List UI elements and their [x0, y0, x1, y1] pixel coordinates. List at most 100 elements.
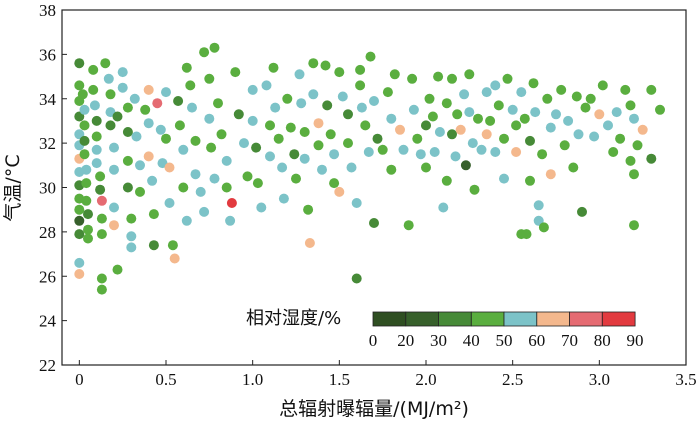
data-point — [100, 58, 111, 69]
data-point — [329, 149, 340, 160]
data-point — [464, 69, 475, 80]
y-tick-label: 28 — [39, 223, 56, 242]
legend-label: 50 — [496, 331, 513, 350]
data-point — [386, 164, 397, 175]
data-point — [499, 133, 509, 144]
data-point — [511, 147, 522, 157]
data-point — [190, 135, 201, 146]
data-point — [577, 206, 587, 217]
data-point — [542, 93, 553, 104]
x-tick-label: 1.5 — [329, 370, 350, 389]
data-point — [91, 144, 102, 155]
data-point — [629, 169, 639, 180]
legend-title: 相对湿度/% — [246, 308, 341, 329]
data-point — [117, 82, 128, 93]
data-point — [77, 89, 88, 100]
data-point — [469, 184, 480, 195]
data-point — [377, 144, 388, 155]
data-point — [632, 140, 643, 151]
data-point — [213, 98, 223, 109]
data-point — [225, 215, 236, 226]
data-point — [356, 102, 367, 113]
data-point — [143, 84, 154, 95]
data-point — [408, 104, 419, 115]
data-point — [251, 142, 262, 153]
data-point — [421, 120, 431, 131]
legend-label: 0 — [369, 331, 378, 350]
data-point — [597, 80, 608, 91]
data-point — [594, 109, 605, 120]
data-point — [294, 69, 305, 80]
data-point — [282, 93, 293, 104]
legend-swatch — [405, 311, 439, 327]
data-point — [187, 102, 197, 113]
data-point — [79, 104, 90, 115]
data-point — [109, 164, 119, 175]
data-point — [190, 169, 201, 180]
data-point — [355, 64, 366, 75]
data-point — [96, 213, 107, 224]
data-point — [199, 47, 210, 58]
data-point — [464, 107, 475, 118]
data-point — [122, 182, 133, 193]
data-point — [308, 89, 319, 100]
data-point — [334, 67, 345, 78]
data-point — [181, 215, 192, 226]
data-point — [303, 204, 314, 215]
data-point — [247, 115, 258, 126]
data-point — [304, 238, 315, 248]
data-point — [79, 149, 90, 160]
data-point — [343, 138, 353, 149]
data-point — [424, 93, 435, 104]
data-point — [516, 87, 527, 98]
data-point — [313, 140, 324, 151]
data-point — [209, 173, 220, 184]
data-point — [252, 178, 263, 189]
data-point — [152, 98, 163, 109]
data-point — [299, 127, 310, 137]
legend-swatch — [536, 311, 570, 327]
data-point — [81, 178, 92, 189]
data-point — [247, 84, 258, 95]
legend-label: 20 — [397, 331, 414, 350]
data-point — [585, 93, 596, 104]
y-tick-label: 32 — [39, 134, 56, 153]
data-point — [209, 42, 220, 53]
x-tick-label: 0.5 — [155, 370, 176, 389]
y-tick-label: 26 — [39, 267, 56, 286]
data-point — [407, 73, 418, 84]
data-point — [105, 89, 116, 100]
data-point — [242, 171, 253, 182]
data-point — [556, 84, 567, 95]
data-point — [299, 153, 310, 164]
data-point — [351, 198, 362, 208]
data-point — [530, 107, 541, 118]
data-point — [221, 182, 232, 193]
data-point — [620, 84, 631, 95]
x-tick-label: 2.0 — [415, 370, 436, 389]
data-point — [545, 122, 556, 133]
legend-swatch — [569, 311, 603, 327]
legend-label: 40 — [463, 331, 480, 350]
x-tick-label: 2.5 — [502, 370, 523, 389]
data-point — [386, 113, 397, 124]
data-point — [185, 80, 196, 91]
data-point — [148, 209, 159, 220]
data-point — [493, 100, 504, 111]
data-point — [96, 284, 107, 295]
data-point — [412, 133, 423, 144]
legend-swatches — [372, 311, 636, 327]
y-tick-label: 36 — [39, 45, 56, 64]
legend-swatch — [470, 311, 505, 327]
legend-swatch — [601, 311, 636, 327]
data-point — [83, 209, 93, 220]
data-point — [611, 107, 622, 118]
data-point — [74, 215, 85, 226]
data-point — [519, 113, 530, 124]
data-point — [178, 144, 189, 155]
data-point — [278, 193, 289, 204]
data-point — [545, 169, 556, 180]
data-point — [167, 240, 178, 251]
data-point — [490, 147, 501, 157]
data-point — [81, 164, 92, 175]
